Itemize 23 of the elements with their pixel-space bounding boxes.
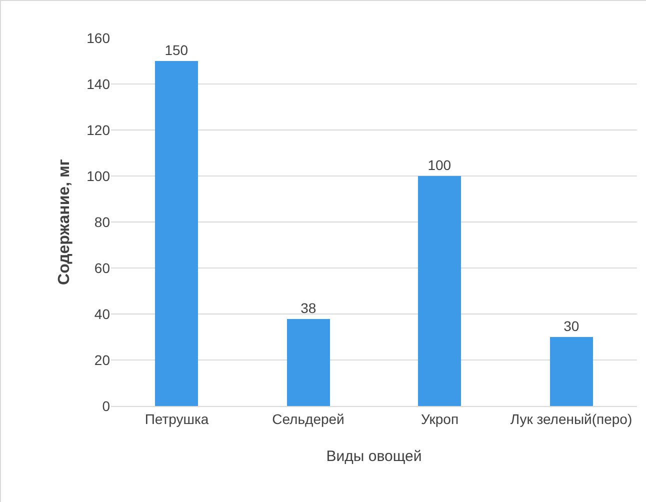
data-label: 30 [564, 318, 580, 334]
y-tick-label: 160 [86, 30, 110, 46]
y-axis-title: Содержание, мг [56, 158, 73, 285]
bar [418, 176, 461, 406]
bar [287, 319, 330, 406]
y-tick-label: 60 [94, 260, 110, 276]
y-tick-label: 80 [94, 214, 110, 230]
bar [155, 61, 198, 406]
y-tick-label: 140 [86, 76, 110, 92]
data-label: 38 [300, 300, 316, 316]
y-tick-label: 120 [86, 122, 110, 138]
y-tick-label: 100 [86, 168, 110, 184]
x-tick-label: Лук зеленый(перо) [510, 410, 632, 427]
y-tick-label: 20 [94, 352, 110, 368]
x-axis-title: Виды овощей [326, 448, 422, 465]
x-tick-label: Сельдерей [272, 410, 344, 427]
data-label: 150 [164, 42, 188, 58]
x-tick-label: Петрушка [144, 410, 209, 427]
y-tick-label: 0 [102, 398, 110, 414]
data-label: 100 [428, 157, 452, 173]
bar [550, 337, 593, 406]
x-tick-label: Укроп [420, 410, 459, 427]
y-tick-label: 40 [94, 306, 110, 322]
